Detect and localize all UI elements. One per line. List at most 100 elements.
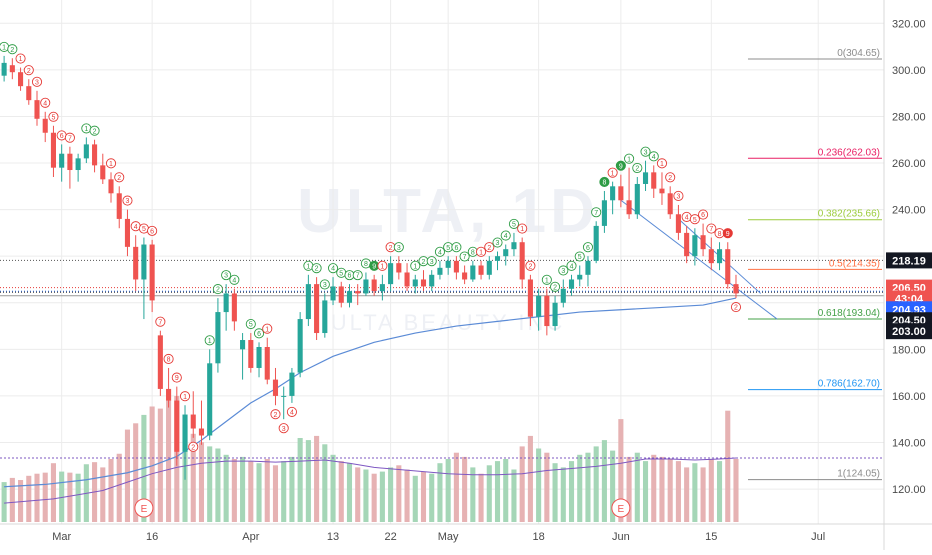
earnings-circle[interactable]	[611, 498, 631, 518]
volume-bar	[511, 469, 517, 522]
count-circle	[698, 209, 709, 220]
earnings-marker[interactable]: E	[134, 498, 154, 518]
sequential-count-marker: 9	[722, 228, 733, 239]
sequential-count-marker: 9	[171, 372, 182, 383]
sequential-count-marker: 2	[525, 260, 536, 271]
candle-body	[50, 132, 57, 168]
sequential-count-marker: 3	[31, 76, 43, 87]
volume-bar	[50, 463, 57, 522]
volume-bar	[116, 453, 122, 522]
fibonacci-levels: 0(304.65) 0.236(262.03) 0.382(235.66) 0.5(2…	[747, 48, 882, 481]
sequential-count-marker: 3	[319, 279, 330, 290]
count-number: 8	[364, 261, 368, 268]
sequential-count-marker: 2	[385, 242, 396, 253]
candle-body	[716, 249, 723, 264]
sequential-count-marker: 4	[286, 406, 297, 417]
earnings-circle[interactable]	[134, 498, 154, 518]
candle	[116, 186, 122, 229]
candle-body	[75, 158, 81, 171]
count-number: 7	[158, 319, 162, 326]
volume-bar	[281, 461, 287, 522]
count-number: 2	[10, 47, 14, 54]
count-number: 3	[35, 79, 39, 86]
count-number: 6	[701, 212, 705, 219]
candle	[659, 172, 665, 205]
count-circle	[451, 242, 462, 253]
count-number: 5	[249, 322, 253, 329]
count-number: 9	[175, 375, 179, 382]
candle	[593, 221, 599, 264]
sequential-count-marker: 3	[221, 270, 232, 281]
count-number: 5	[446, 245, 450, 252]
count-circle	[245, 318, 256, 330]
volume-bar	[18, 480, 24, 522]
volume-bar	[9, 477, 15, 522]
candle	[1, 55, 7, 82]
count-number: 4	[43, 100, 47, 107]
price-axis[interactable]: 120.00140.00160.00180.00200.00220.00240.…	[883, 0, 926, 550]
candle	[223, 284, 229, 331]
candle	[330, 277, 336, 306]
volume-bar	[240, 456, 246, 522]
count-number: 2	[668, 175, 672, 182]
volume-bar	[314, 435, 320, 522]
time-axis[interactable]: Mar 16 Apr 13 22 May 18 Jun 15 Jul	[0, 523, 932, 543]
candle-body	[396, 263, 402, 273]
candle-body	[256, 347, 262, 368]
candle	[486, 256, 492, 280]
candle	[437, 260, 443, 280]
candle-body	[642, 172, 649, 184]
count-number: 9	[372, 263, 376, 270]
count-circle	[319, 279, 330, 290]
earnings-marker[interactable]: E	[611, 498, 631, 518]
volume-bar	[149, 406, 155, 522]
count-number: 2	[635, 166, 639, 173]
count-circle	[640, 146, 651, 157]
volume-bar	[289, 456, 295, 522]
count-circle	[270, 409, 281, 420]
volume-bar	[190, 433, 196, 522]
count-number: 1	[109, 161, 113, 168]
candle	[470, 260, 476, 282]
count-circle	[607, 167, 618, 178]
volume-bar	[412, 475, 418, 522]
volume-moving-average	[0, 457, 884, 504]
sequential-count-marker: 4	[40, 97, 51, 108]
volume-bar	[552, 463, 558, 522]
candle	[305, 274, 311, 327]
candle	[536, 288, 542, 331]
candle-body	[240, 340, 246, 350]
candle-body	[223, 293, 229, 313]
count-circle	[377, 260, 388, 271]
candle	[108, 172, 114, 203]
sequential-count-marker: 3	[492, 237, 503, 248]
count-circle	[574, 251, 585, 262]
sequential-count-marker: 9	[615, 160, 626, 171]
sequential-count-marker: 5	[689, 214, 700, 225]
count-number: 4	[685, 215, 689, 222]
count-number: 3	[561, 268, 565, 275]
candle-body	[174, 400, 180, 452]
volume-bar	[420, 471, 427, 522]
candle-body	[544, 295, 550, 327]
count-number: 4	[331, 266, 335, 273]
time-tick-label: 18	[532, 531, 544, 543]
candle	[338, 281, 344, 308]
fib-level-label: 0(304.65)	[837, 48, 880, 59]
count-number: 3	[224, 273, 228, 280]
count-circle	[656, 158, 668, 169]
candle	[50, 125, 57, 177]
volume-bar	[231, 459, 237, 522]
count-number: 4	[134, 224, 138, 231]
volume-bar	[396, 465, 402, 522]
volume-bar	[42, 472, 48, 522]
price-label-box	[886, 323, 932, 340]
count-number: 7	[356, 273, 360, 280]
volume-bar	[157, 408, 163, 522]
volume-bar	[519, 446, 525, 522]
count-circle	[278, 423, 289, 434]
candle-body	[149, 244, 155, 301]
